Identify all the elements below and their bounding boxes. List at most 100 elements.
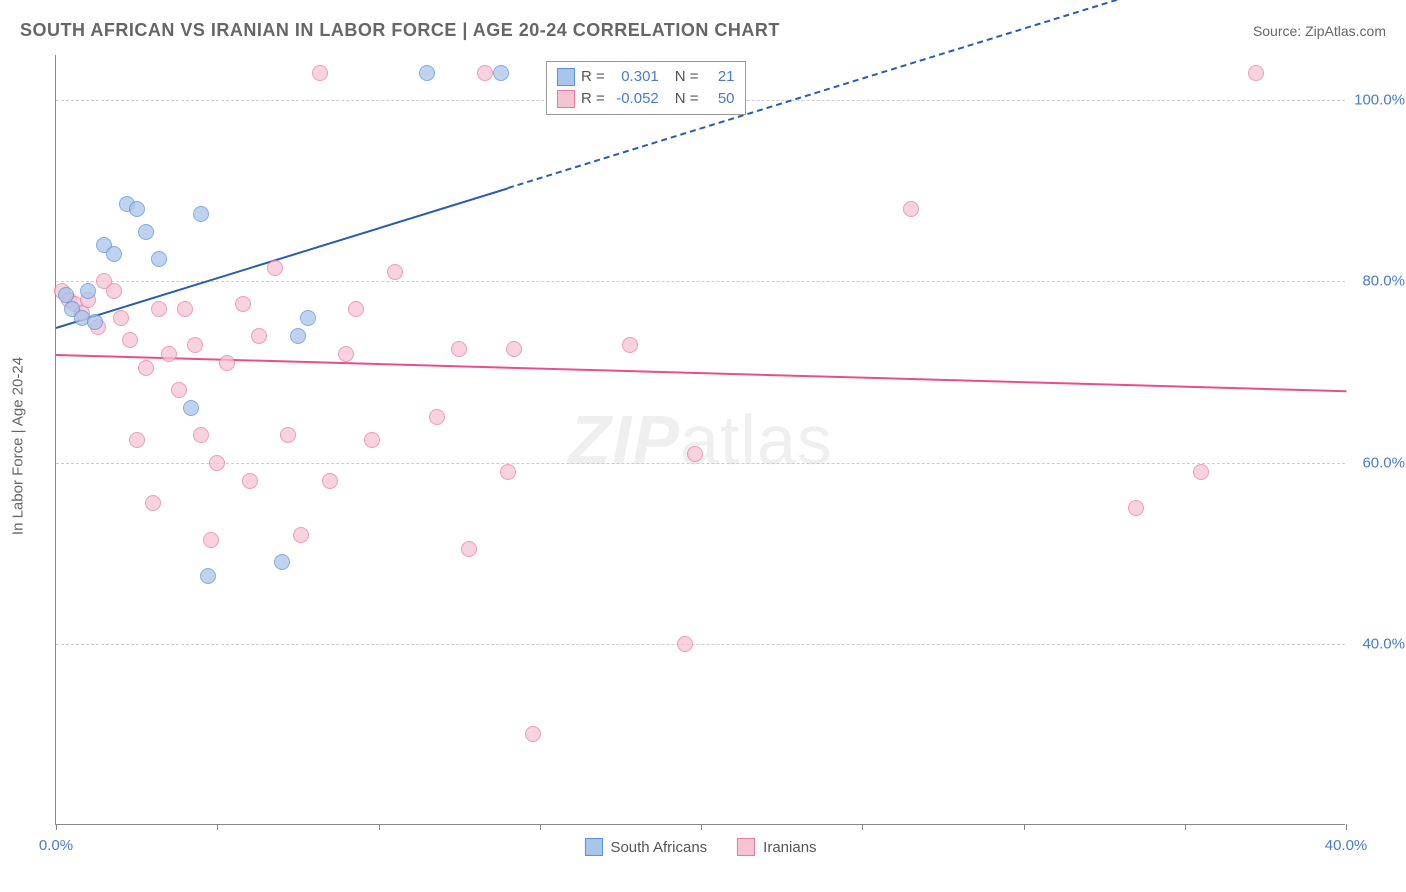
n-label: N = <box>675 66 699 88</box>
legend-label: Iranians <box>763 839 816 856</box>
x-tick <box>379 824 380 830</box>
gridline <box>56 281 1345 282</box>
data-point <box>113 310 129 326</box>
r-label: R = <box>581 88 605 110</box>
watermark-atlas: atlas <box>680 401 833 479</box>
gridline <box>56 644 1345 645</box>
data-point <box>219 355 235 371</box>
data-point <box>183 400 199 416</box>
n-value: 50 <box>705 88 735 110</box>
data-point <box>506 341 522 357</box>
data-point <box>525 726 541 742</box>
data-point <box>1193 464 1209 480</box>
data-point <box>138 360 154 376</box>
data-point <box>493 65 509 81</box>
data-point <box>251 328 267 344</box>
data-point <box>364 432 380 448</box>
data-point <box>129 201 145 217</box>
legend-swatch <box>737 838 755 856</box>
data-point <box>1248 65 1264 81</box>
x-tick <box>1024 824 1025 830</box>
data-point <box>193 206 209 222</box>
legend-label: South Africans <box>610 839 707 856</box>
data-point <box>80 283 96 299</box>
data-point <box>1128 500 1144 516</box>
data-point <box>161 346 177 362</box>
legend-swatch <box>557 90 575 108</box>
n-value: 21 <box>705 66 735 88</box>
data-point <box>138 224 154 240</box>
watermark: ZIPatlas <box>568 400 833 480</box>
data-point <box>622 337 638 353</box>
data-point <box>129 432 145 448</box>
data-point <box>122 332 138 348</box>
x-tick-label: 40.0% <box>1325 837 1368 854</box>
y-tick-label: 80.0% <box>1350 273 1405 290</box>
data-point <box>242 473 258 489</box>
r-value: -0.052 <box>611 88 659 110</box>
r-value: 0.301 <box>611 66 659 88</box>
data-point <box>151 251 167 267</box>
data-point <box>477 65 493 81</box>
legend-row: R = 0.301 N = 21 <box>557 66 735 88</box>
data-point <box>903 201 919 217</box>
data-point <box>677 636 693 652</box>
y-tick-label: 100.0% <box>1350 92 1405 109</box>
data-point <box>461 541 477 557</box>
r-label: R = <box>581 66 605 88</box>
x-tick <box>540 824 541 830</box>
data-point <box>290 328 306 344</box>
data-point <box>171 382 187 398</box>
trend-line <box>56 354 1346 392</box>
data-point <box>106 283 122 299</box>
data-point <box>267 260 283 276</box>
plot-area: ZIPatlas 40.0%60.0%80.0%100.0%0.0%40.0%R… <box>55 55 1345 825</box>
data-point <box>106 246 122 262</box>
n-label: N = <box>675 88 699 110</box>
chart-header: SOUTH AFRICAN VS IRANIAN IN LABOR FORCE … <box>20 20 1386 41</box>
data-point <box>293 527 309 543</box>
x-tick-label: 0.0% <box>39 837 73 854</box>
data-point <box>500 464 516 480</box>
x-tick <box>1346 824 1347 830</box>
legend-swatch <box>557 68 575 86</box>
y-tick-label: 60.0% <box>1350 454 1405 471</box>
x-tick <box>701 824 702 830</box>
y-axis-label: In Labor Force | Age 20-24 <box>10 357 27 535</box>
series-legend: South Africans Iranians <box>584 838 816 856</box>
data-point <box>280 427 296 443</box>
data-point <box>429 409 445 425</box>
data-point <box>151 301 167 317</box>
source-label: Source: ZipAtlas.com <box>1253 23 1386 39</box>
data-point <box>338 346 354 362</box>
data-point <box>203 532 219 548</box>
watermark-zip: ZIP <box>568 401 680 479</box>
data-point <box>177 301 193 317</box>
data-point <box>200 568 216 584</box>
data-point <box>322 473 338 489</box>
gridline <box>56 463 1345 464</box>
legend-row: R = -0.052 N = 50 <box>557 88 735 110</box>
data-point <box>387 264 403 280</box>
data-point <box>687 446 703 462</box>
data-point <box>145 495 161 511</box>
data-point <box>274 554 290 570</box>
legend-item: Iranians <box>737 838 816 856</box>
x-tick <box>1185 824 1186 830</box>
data-point <box>300 310 316 326</box>
data-point <box>348 301 364 317</box>
data-point <box>419 65 435 81</box>
data-point <box>235 296 251 312</box>
legend-item: South Africans <box>584 838 707 856</box>
data-point <box>312 65 328 81</box>
x-tick <box>56 824 57 830</box>
legend-swatch <box>584 838 602 856</box>
x-tick <box>217 824 218 830</box>
data-point <box>87 314 103 330</box>
correlation-legend: R = 0.301 N = 21 R = -0.052 N = 50 <box>546 61 746 115</box>
data-point <box>209 455 225 471</box>
y-tick-label: 40.0% <box>1350 635 1405 652</box>
x-tick <box>862 824 863 830</box>
data-point <box>193 427 209 443</box>
data-point <box>187 337 203 353</box>
